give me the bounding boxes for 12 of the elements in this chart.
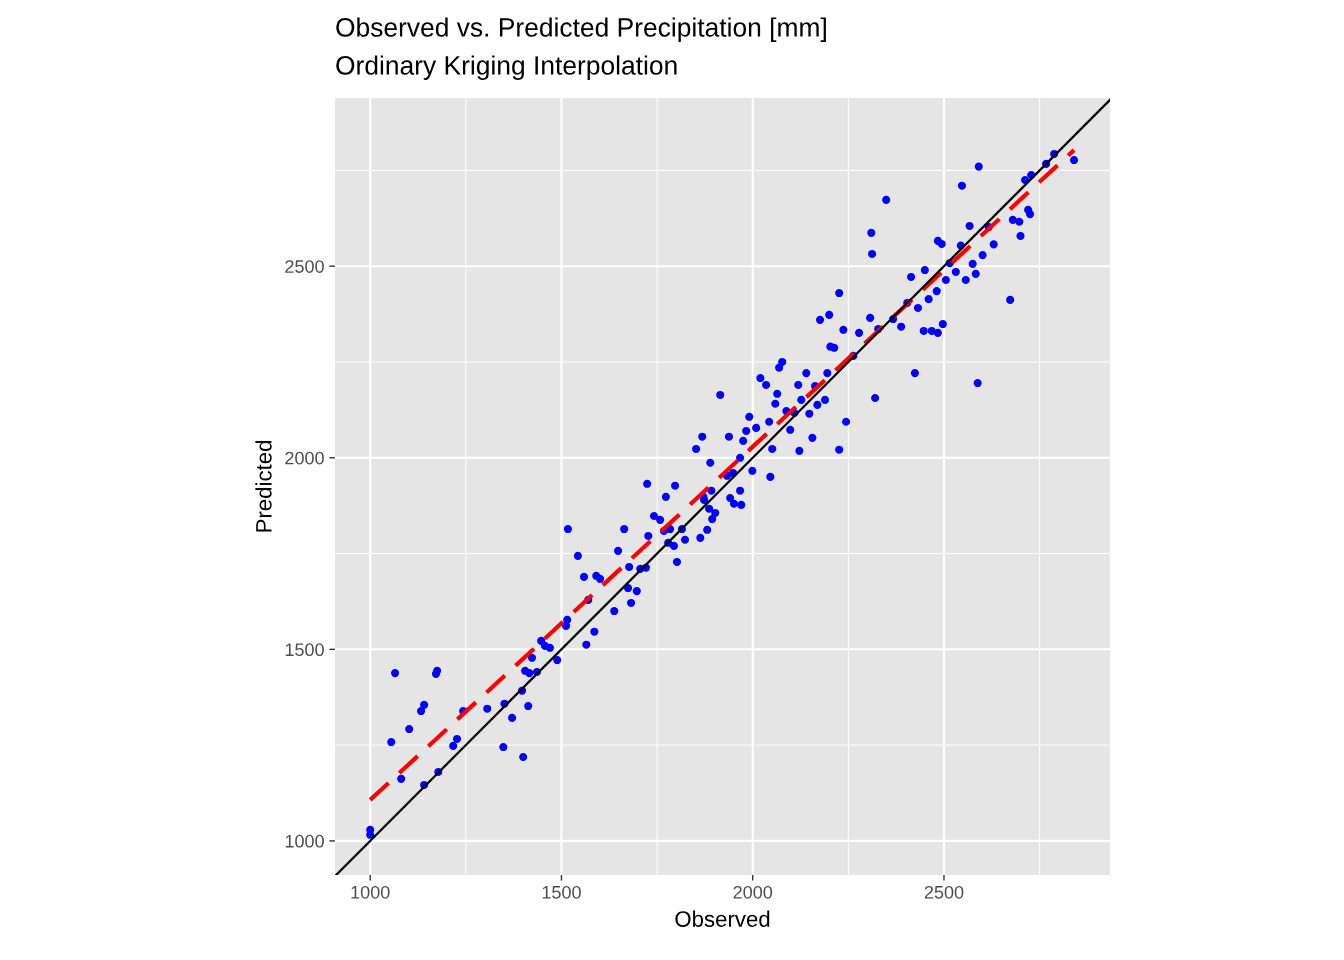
x-tick-label: 2500 <box>924 885 964 899</box>
y-tick-label: 1000 <box>285 834 324 848</box>
x-axis-title: Observed <box>675 910 770 927</box>
chart-title: Observed vs. Predicted Precipitation [mm] <box>336 17 826 42</box>
y-axis-title: Predicted <box>255 440 272 532</box>
x-tick-label: 2000 <box>733 885 773 899</box>
x-tick-label: 1000 <box>351 885 390 899</box>
y-tick-label: 1500 <box>285 643 324 657</box>
y-tick-label: 2000 <box>285 451 324 465</box>
chart-subtitle: Ordinary Kriging Interpolation <box>336 55 677 80</box>
y-tick-label: 2500 <box>285 260 324 273</box>
x-tick-label: 1500 <box>542 885 581 899</box>
